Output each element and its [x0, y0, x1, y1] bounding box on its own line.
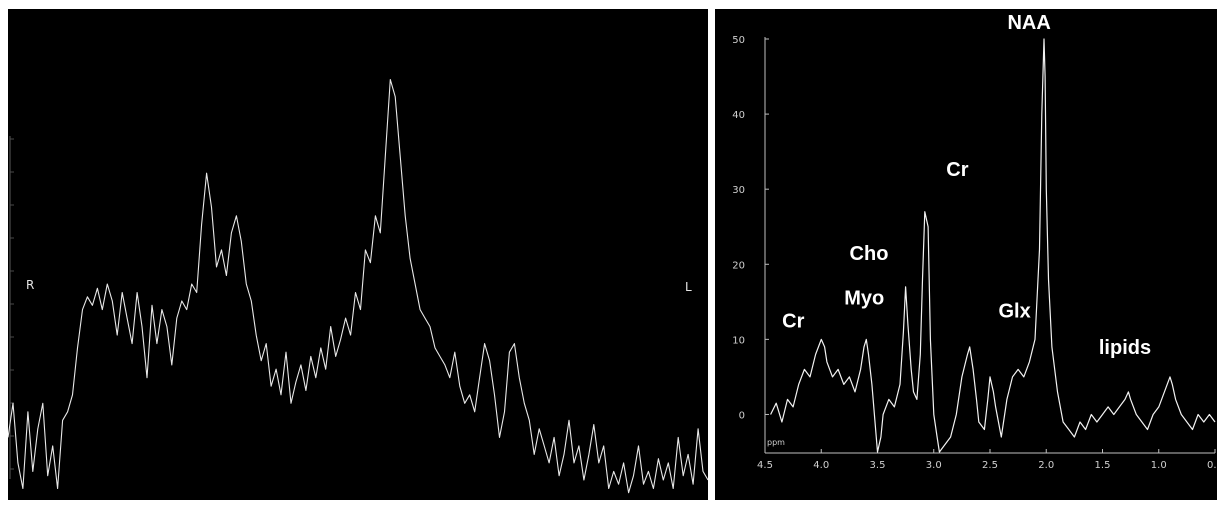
x-tick-label: 3.5 — [870, 460, 886, 471]
peak-label-myo: Myo — [844, 287, 884, 309]
x-tick-label: 4.5 — [757, 460, 773, 471]
x-tick-label: 0.5 — [1207, 460, 1217, 471]
right-spectrum-panel: 0 10 20 30 40 50 4.5 4.0 3.5 3.0 2.5 2.0 1.5 1.0 0.5 pp… — [715, 9, 1217, 500]
peak-label-cr: Cr — [782, 310, 804, 332]
ppm-corner-label: ppm — [767, 438, 785, 447]
x-tick-label: 2.5 — [982, 460, 998, 471]
y-tick-label: 20 — [732, 260, 745, 271]
x-tick-label: 2.0 — [1038, 460, 1054, 471]
label-left-side: L — [685, 280, 692, 294]
right-spectrum-chart: 0 10 20 30 40 50 4.5 4.0 3.5 3.0 2.5 2.0 1.5 1.0 0.5 pp… — [732, 12, 1217, 471]
x-tick-label: 3.0 — [926, 460, 942, 471]
left-spectrum-panel: R L — [8, 9, 708, 500]
label-right-side: R — [26, 278, 35, 292]
y-tick-label: 50 — [732, 35, 745, 46]
left-spectrum-chart — [8, 78, 708, 494]
peak-label-glx: Glx — [999, 300, 1031, 322]
y-tick-label: 40 — [732, 110, 745, 121]
right-spectrum-line — [770, 38, 1216, 453]
peak-label-lipids: lipids — [1099, 337, 1151, 359]
peak-label-cho: Cho — [850, 243, 889, 265]
peak-label-cr: Cr — [946, 159, 968, 181]
y-tick-label: 0 — [739, 410, 745, 421]
left-spectrum-line — [8, 78, 708, 494]
y-tick-label: 30 — [732, 185, 745, 196]
x-tick-label: 4.0 — [813, 460, 829, 471]
y-tick-label: 10 — [732, 335, 745, 346]
peak-label-naa: NAA — [1007, 12, 1050, 34]
x-tick-label: 1.0 — [1151, 460, 1167, 471]
x-tick-label: 1.5 — [1095, 460, 1111, 471]
